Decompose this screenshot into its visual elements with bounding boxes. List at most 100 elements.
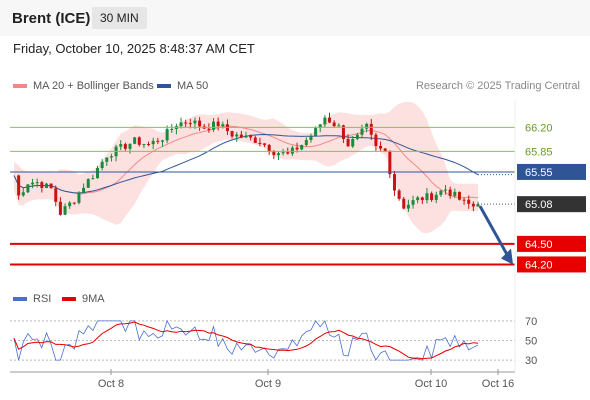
candle-body bbox=[332, 122, 336, 127]
candle-body bbox=[216, 121, 220, 127]
candle-body bbox=[58, 201, 62, 215]
candle-body bbox=[263, 143, 267, 145]
candle-body bbox=[374, 134, 378, 146]
candle-body bbox=[198, 120, 202, 127]
candle-body bbox=[244, 135, 248, 138]
rsi-tick-label: 30 bbox=[525, 355, 537, 367]
candle-body bbox=[383, 148, 387, 151]
datetime-label: Friday, October 10, 2025 8:48:37 AM CET bbox=[13, 41, 255, 56]
candle-body bbox=[281, 152, 285, 154]
candle-body bbox=[188, 123, 192, 125]
candle-body bbox=[276, 153, 280, 156]
time-tick-label: Oct 9 bbox=[255, 378, 281, 390]
timeframe-button[interactable]: 30 MIN bbox=[92, 7, 147, 29]
candle-body bbox=[462, 199, 466, 201]
candle-body bbox=[360, 128, 364, 135]
candle-body bbox=[304, 140, 308, 146]
support-label-box bbox=[517, 235, 586, 252]
rsi-panel: 70 50 30 bbox=[10, 316, 537, 367]
rsi-line bbox=[13, 319, 479, 361]
candle-body bbox=[439, 190, 443, 195]
candle-body bbox=[286, 152, 290, 154]
candle-body bbox=[267, 144, 271, 152]
legend-ma50: MA 50 bbox=[157, 80, 208, 92]
last-price-box bbox=[517, 196, 586, 213]
candle-body bbox=[207, 128, 211, 130]
candle-body bbox=[68, 202, 72, 207]
candle-body bbox=[82, 187, 86, 193]
candle-body bbox=[397, 190, 401, 199]
candle-body bbox=[160, 140, 164, 142]
candle-body bbox=[235, 134, 239, 137]
bollinger-band-area bbox=[14, 101, 478, 234]
candle-body bbox=[184, 122, 188, 124]
ma20-swatch bbox=[13, 84, 27, 88]
candle-body bbox=[128, 143, 132, 149]
time-tick-label: Oct 8 bbox=[98, 378, 124, 390]
legend-rsi: RSI bbox=[13, 293, 51, 305]
resistance-label: 66.20 bbox=[525, 122, 553, 134]
support-label-box bbox=[517, 256, 586, 273]
candle-body bbox=[151, 140, 155, 145]
candle-body bbox=[300, 145, 304, 150]
candle-body bbox=[444, 189, 448, 191]
candle-body bbox=[147, 144, 151, 146]
time-axis: Oct 8 Oct 9 Oct 10 Oct 16 bbox=[10, 100, 516, 390]
candle-body bbox=[179, 122, 183, 127]
candle-body bbox=[369, 123, 373, 135]
candle-body bbox=[392, 174, 396, 191]
credit-label: Research © 2025 Trading Central bbox=[415, 80, 580, 92]
legend-ma50-label: MA 50 bbox=[177, 80, 209, 92]
candle-body bbox=[133, 137, 137, 144]
bollinger-bands bbox=[14, 101, 478, 234]
candle-body bbox=[406, 204, 410, 209]
candle-body bbox=[44, 183, 48, 188]
candle-body bbox=[212, 121, 216, 130]
legend-9ma-label: 9MA bbox=[82, 293, 105, 305]
candle-body bbox=[96, 168, 100, 179]
candle-body bbox=[416, 197, 420, 201]
candle-body bbox=[420, 197, 424, 201]
candle-body bbox=[100, 161, 104, 169]
candle-body bbox=[434, 194, 438, 200]
support-label: 64.20 bbox=[525, 259, 553, 271]
candle-body bbox=[63, 206, 67, 215]
price-levels: 66.20 65.85 65.55 65.08 64.50 64.20 bbox=[10, 122, 586, 273]
rsi-9ma-line bbox=[13, 321, 479, 360]
candle-body bbox=[193, 120, 197, 124]
candle-body bbox=[467, 199, 471, 204]
rsi-swatch bbox=[13, 297, 27, 301]
candle-body bbox=[230, 131, 234, 137]
candle-body bbox=[402, 198, 406, 209]
candle-body bbox=[295, 147, 299, 150]
ma9-swatch bbox=[62, 297, 76, 301]
candle-body bbox=[309, 135, 313, 141]
symbol-title: Brent (ICE) bbox=[12, 10, 91, 27]
forecast-arrow-shaft bbox=[478, 205, 509, 256]
candle-body bbox=[258, 142, 262, 144]
legend-rsi-label: RSI bbox=[33, 293, 52, 305]
candle-body bbox=[351, 138, 355, 147]
candle-body bbox=[35, 182, 39, 184]
legend-9ma: 9MA bbox=[62, 293, 105, 305]
candle-body bbox=[457, 191, 461, 200]
legend-ma20-label: MA 20 + Bollinger Bands bbox=[33, 80, 154, 92]
candle-body bbox=[142, 144, 146, 146]
candle-body bbox=[165, 129, 169, 141]
ma20-line bbox=[13, 125, 479, 199]
candle-body bbox=[86, 179, 90, 188]
candle-body bbox=[453, 191, 457, 196]
candle-body bbox=[40, 182, 44, 188]
candle-body bbox=[253, 137, 257, 143]
candle-body bbox=[72, 202, 76, 204]
candle-body bbox=[290, 147, 294, 154]
candle-body bbox=[109, 156, 113, 158]
candle-body bbox=[379, 145, 383, 149]
candle-body bbox=[411, 200, 415, 205]
candle-body bbox=[425, 193, 429, 201]
candle-body bbox=[239, 134, 243, 138]
candle-body bbox=[272, 151, 276, 156]
candle-body bbox=[105, 157, 109, 162]
last-price-label: 65.08 bbox=[525, 199, 553, 211]
